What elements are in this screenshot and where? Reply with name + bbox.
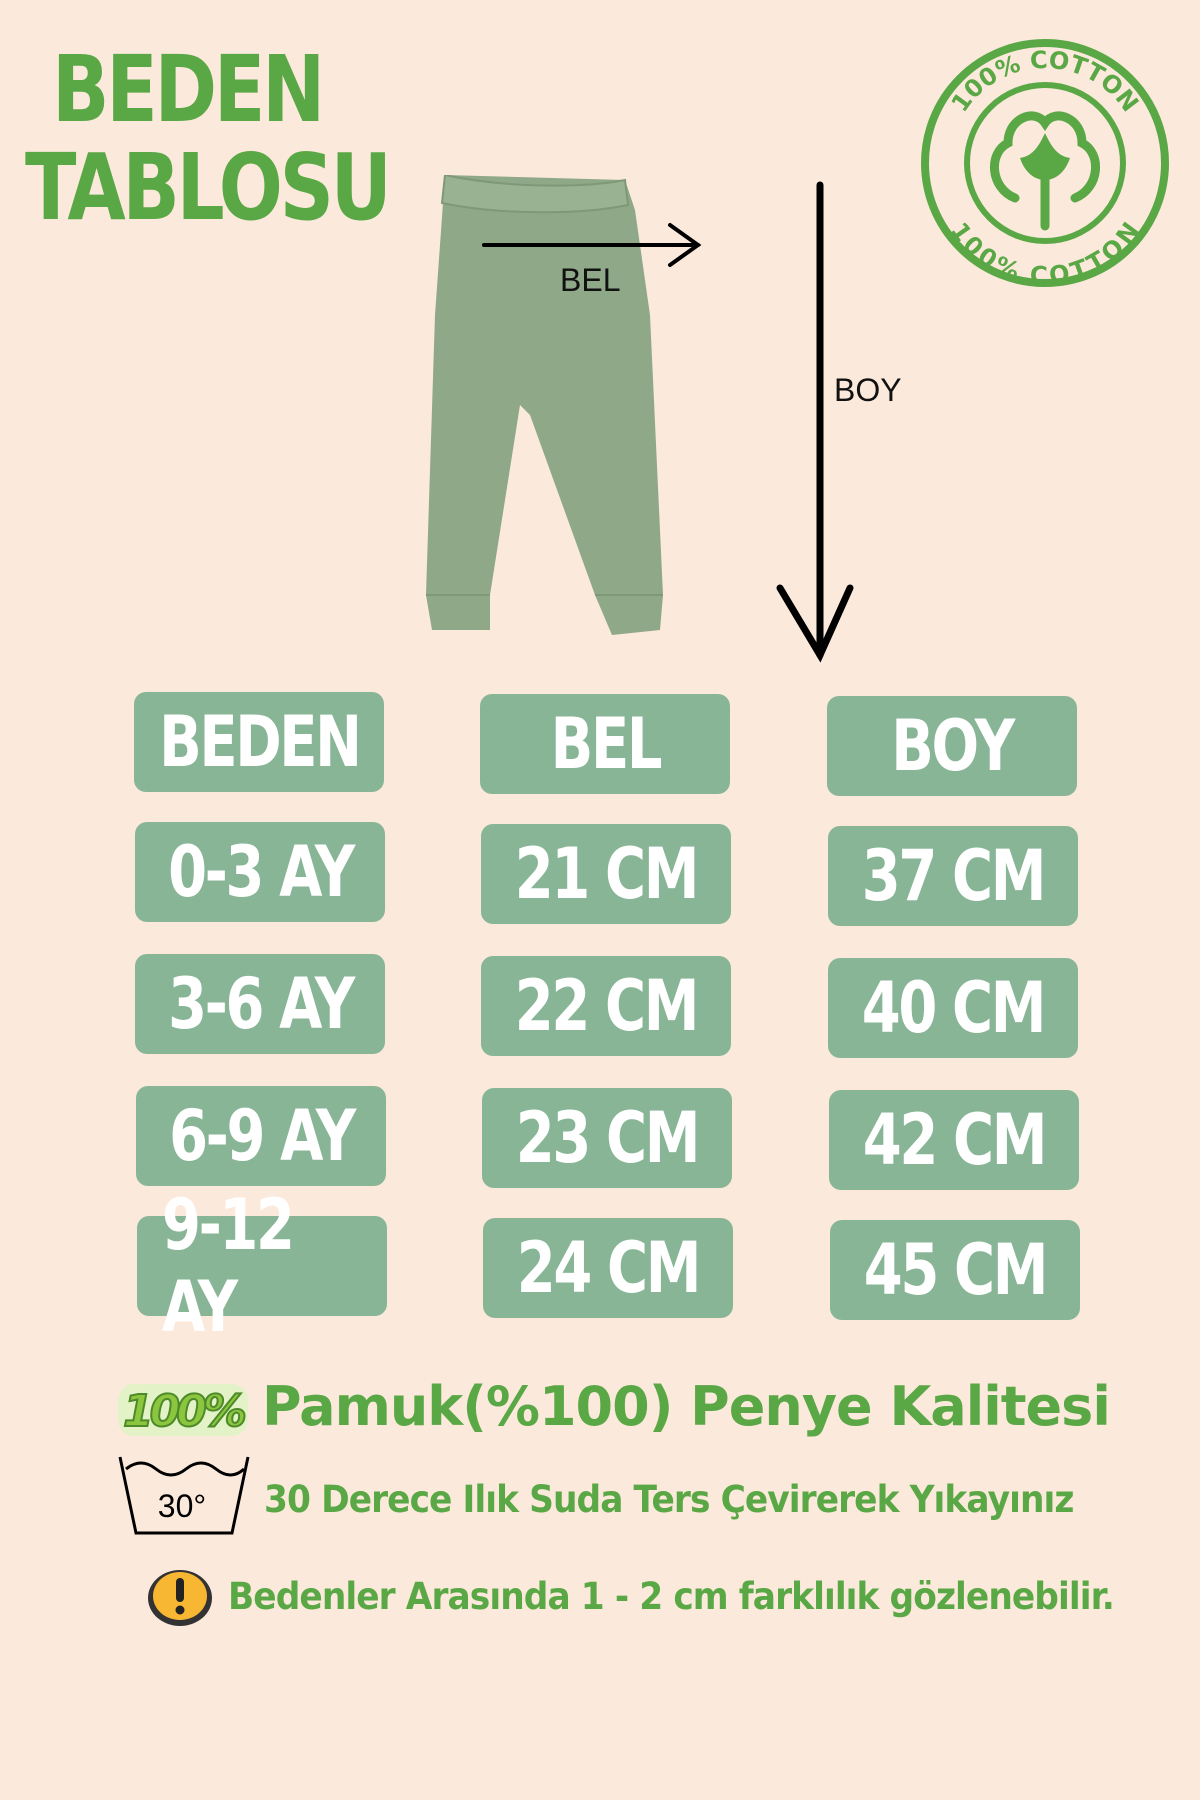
cell-text: 23 CM [515, 1097, 701, 1179]
header-text: BOY [891, 705, 1015, 787]
table-cell: 40 CM [828, 958, 1078, 1058]
cell-text: 6-9 AY [168, 1095, 356, 1177]
pants-illustration [426, 175, 663, 635]
wash-30-icon: 30° [118, 1456, 250, 1535]
cell-text: 22 CM [514, 965, 700, 1047]
table-cell: 23 CM [482, 1088, 732, 1188]
table-cell: 24 CM [483, 1218, 733, 1318]
warning-icon [148, 1570, 212, 1626]
svg-text:100% COTTON: 100% COTTON [946, 46, 1144, 117]
header-text: BEDEN [158, 701, 362, 783]
header-text: BEL [550, 703, 662, 785]
table-cell: 9-12 AY [137, 1184, 387, 1348]
table-cell: 0-3 AY [135, 822, 385, 922]
table-cell: 37 CM [828, 826, 1078, 926]
table-cell: 3-6 AY [135, 954, 385, 1054]
table-cell: 22 CM [481, 956, 731, 1056]
wash-temp-text: 30° [158, 1488, 206, 1524]
wash-instruction-text: 30 Derece Ilık Suda Ters Çevirerek Yıkay… [264, 1478, 1074, 1521]
logo-text-top: 100% COTTON [946, 46, 1144, 117]
header-cell-length: BOY [827, 696, 1077, 796]
cell-text: 37 CM [861, 835, 1047, 917]
table-cell: 45 CM [830, 1220, 1080, 1320]
table-cell: 21 CM [481, 824, 731, 924]
header-cell-waist: BEL [480, 694, 730, 794]
page-title-line2: TABLOSU [25, 134, 392, 241]
cell-text: 45 CM [863, 1229, 1049, 1311]
cell-text: 0-3 AY [167, 831, 355, 913]
100-percent-badge: 100% [118, 1384, 250, 1438]
header-cell-size: BEDEN [134, 692, 384, 792]
page-title-line1: BEDEN [52, 36, 325, 143]
fabric-quality-text: Pamuk(%100) Penye Kalitesi [262, 1375, 1111, 1438]
size-tolerance-warning: Bedenler Arasında 1 - 2 cm farklılık göz… [228, 1575, 1115, 1618]
cotton-logo: 100% COTTON 100% COTTON [921, 39, 1169, 288]
cell-text: 3-6 AY [167, 963, 355, 1045]
waist-label: BEL [560, 262, 621, 298]
badge-text: 100% [123, 1386, 245, 1437]
length-label: BOY [834, 372, 902, 408]
table-cell: 42 CM [829, 1090, 1079, 1190]
length-arrow-icon [776, 181, 854, 663]
cell-text: 24 CM [516, 1227, 702, 1309]
table-cell: 6-9 AY [136, 1086, 386, 1186]
cell-text: 9-12 AY [162, 1184, 295, 1348]
cell-text: 42 CM [862, 1099, 1048, 1181]
cotton-plant-icon [990, 111, 1100, 231]
cell-text: 21 CM [514, 833, 700, 915]
cell-text: 40 CM [861, 967, 1047, 1049]
